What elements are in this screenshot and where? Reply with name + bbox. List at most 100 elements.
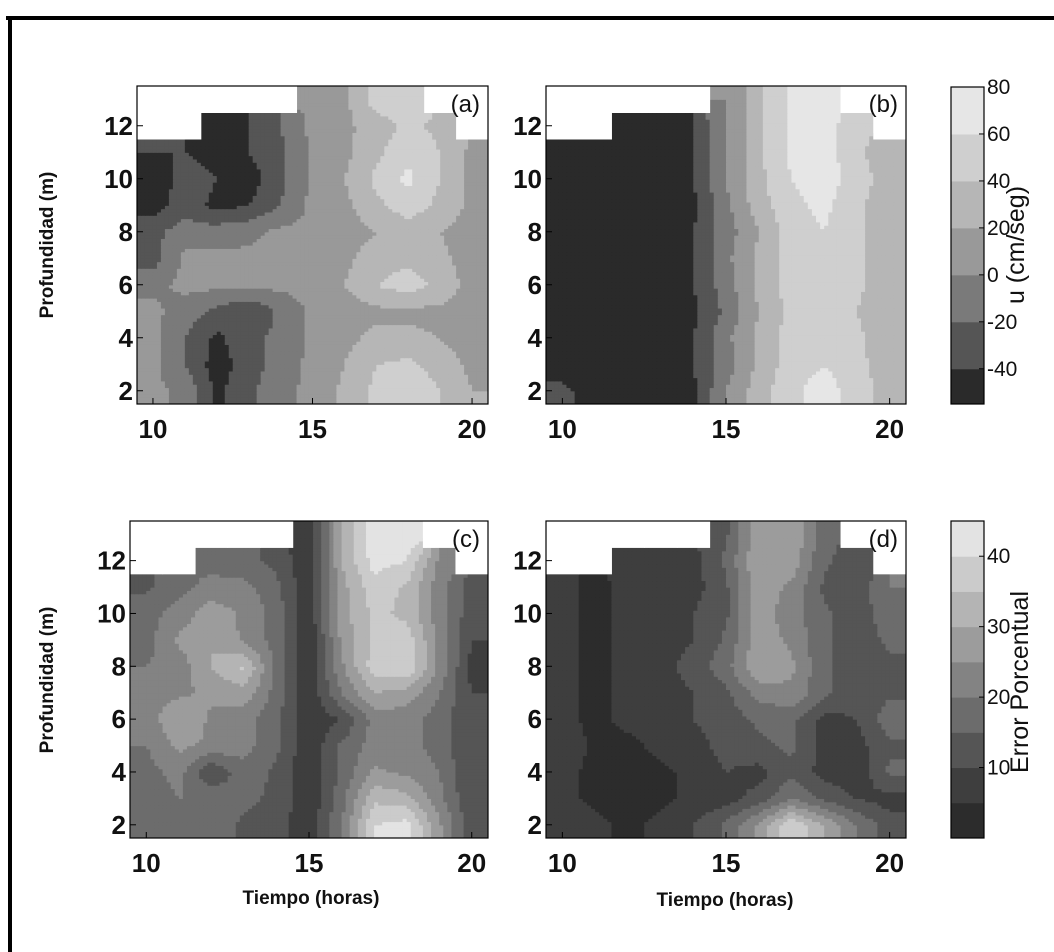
field-cell [296,364,302,369]
field-cell [184,298,190,302]
field-cell [448,337,453,342]
field-cell [176,327,182,332]
field-cell [260,258,266,263]
field-cell [212,291,218,296]
field-cell [180,327,186,332]
field-cell [308,344,314,349]
field-cell [196,298,202,302]
field-cell [168,397,174,402]
field-cell [380,317,385,322]
field-cell [336,304,342,309]
field-cell [248,364,254,369]
field-cell [204,215,210,220]
field-cell [396,215,401,220]
field-cell [276,238,282,243]
field-cell [420,377,425,382]
field-cell [456,397,461,402]
field-cell [296,317,302,322]
field-cell [248,327,254,332]
field-cell [276,321,282,326]
field-cell [372,284,377,289]
field-cell [352,241,357,246]
field-cell [412,357,417,362]
field-cell [248,228,254,233]
field-cell [176,281,182,286]
field-cell [228,248,234,253]
field-cell [172,231,178,236]
field-cell [156,248,162,253]
field-cell [300,380,306,385]
field-cell [164,367,170,372]
field-cell [460,351,465,355]
field-cell [268,364,274,369]
field-cell [208,288,214,292]
field-cell [424,380,429,385]
field-cell [360,341,365,345]
field-cell [224,344,230,349]
field-cell [200,221,206,226]
field-cell [372,248,377,253]
field-cell [196,337,202,342]
field-cell [452,397,457,402]
field-cell [160,364,166,369]
field-cell [260,221,266,226]
field-cell [408,231,413,236]
field-cell [196,390,202,395]
field-cell [440,370,445,375]
field-cell [396,264,401,269]
field-cell [152,301,158,306]
field-cell [264,317,270,322]
field-cell [260,251,266,256]
field-cell [424,360,429,365]
field-cell [436,311,441,316]
field-cell [460,261,465,266]
field-cell [408,254,413,259]
field-cell [356,334,361,339]
field-cell [304,394,310,398]
field-cell [432,380,437,385]
field-cell [320,215,326,220]
field-cell [240,344,246,349]
field-cell [372,241,377,246]
field-cell [296,264,302,269]
field-cell [376,374,381,379]
field-cell [332,304,338,309]
field-cell [352,235,357,239]
field-cell [408,344,413,349]
field-cell [172,291,178,296]
field-cell [216,215,222,220]
field-cell [320,367,326,372]
field-cell [448,284,453,289]
field-cell [380,357,385,362]
field-cell [200,331,206,336]
field-cell [232,311,238,316]
field-cell [140,228,146,233]
field-cell [212,221,218,226]
field-cell [272,324,278,329]
field-cell [260,344,266,349]
field-cell [328,311,334,316]
field-cell [368,314,373,319]
field-cell [184,337,190,342]
field-cell [400,291,405,296]
field-cell [208,337,214,342]
field-cell [336,235,342,239]
field-cell [296,254,302,259]
field-cell [268,294,274,299]
field-cell [324,337,330,342]
field-cell [328,231,334,236]
field-cell [444,354,449,359]
field-cell [172,215,178,220]
field-cell [424,377,429,382]
field-cell [440,261,445,266]
field-cell [137,374,142,379]
field-cell [372,347,377,352]
field-cell [340,384,346,389]
field-cell [400,364,405,369]
field-cell [392,251,397,256]
field-cell [212,251,218,256]
field-cell [384,254,389,259]
field-cell [480,274,485,279]
field-cell [360,301,365,306]
field-cell [432,238,437,243]
